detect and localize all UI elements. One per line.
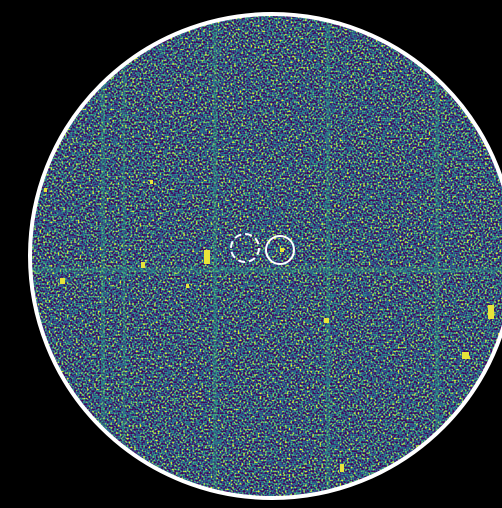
page: {} — [0, 0, 502, 508]
source — [324, 318, 329, 323]
source — [186, 284, 189, 288]
source — [150, 180, 153, 184]
source — [44, 188, 47, 192]
source — [204, 250, 210, 264]
source — [60, 278, 65, 284]
source — [141, 262, 145, 268]
source — [488, 305, 494, 319]
sky-image — [0, 0, 502, 508]
source — [340, 464, 344, 472]
source — [462, 352, 469, 359]
source — [280, 248, 284, 252]
